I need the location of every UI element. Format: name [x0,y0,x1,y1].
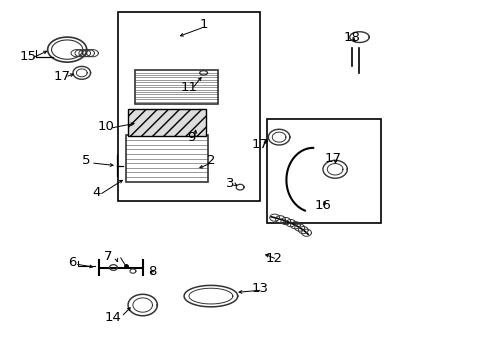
Bar [267,119,381,223]
Text: 12: 12 [266,252,283,265]
Text: 14: 14 [105,311,122,324]
Text: 10: 10 [98,120,115,133]
Text: 6: 6 [68,256,76,269]
Text: 5: 5 [82,154,91,167]
Bar [118,12,260,202]
Bar [125,135,208,182]
Text: 13: 13 [251,283,268,296]
Text: 7: 7 [104,250,113,263]
Text: 2: 2 [207,154,215,167]
Text: 15: 15 [20,50,37,63]
Text: 17: 17 [324,152,341,165]
Text: 17: 17 [251,138,268,151]
Text: 3: 3 [226,177,235,190]
Text: 16: 16 [315,198,331,212]
Text: 17: 17 [54,70,71,83]
Text: 11: 11 [180,81,197,94]
Text: 8: 8 [148,265,157,278]
Bar [128,109,206,136]
Bar [135,70,218,104]
Text: 4: 4 [92,186,100,199]
Text: 1: 1 [199,18,208,31]
Text: 18: 18 [344,31,361,44]
Text: 9: 9 [187,131,196,144]
